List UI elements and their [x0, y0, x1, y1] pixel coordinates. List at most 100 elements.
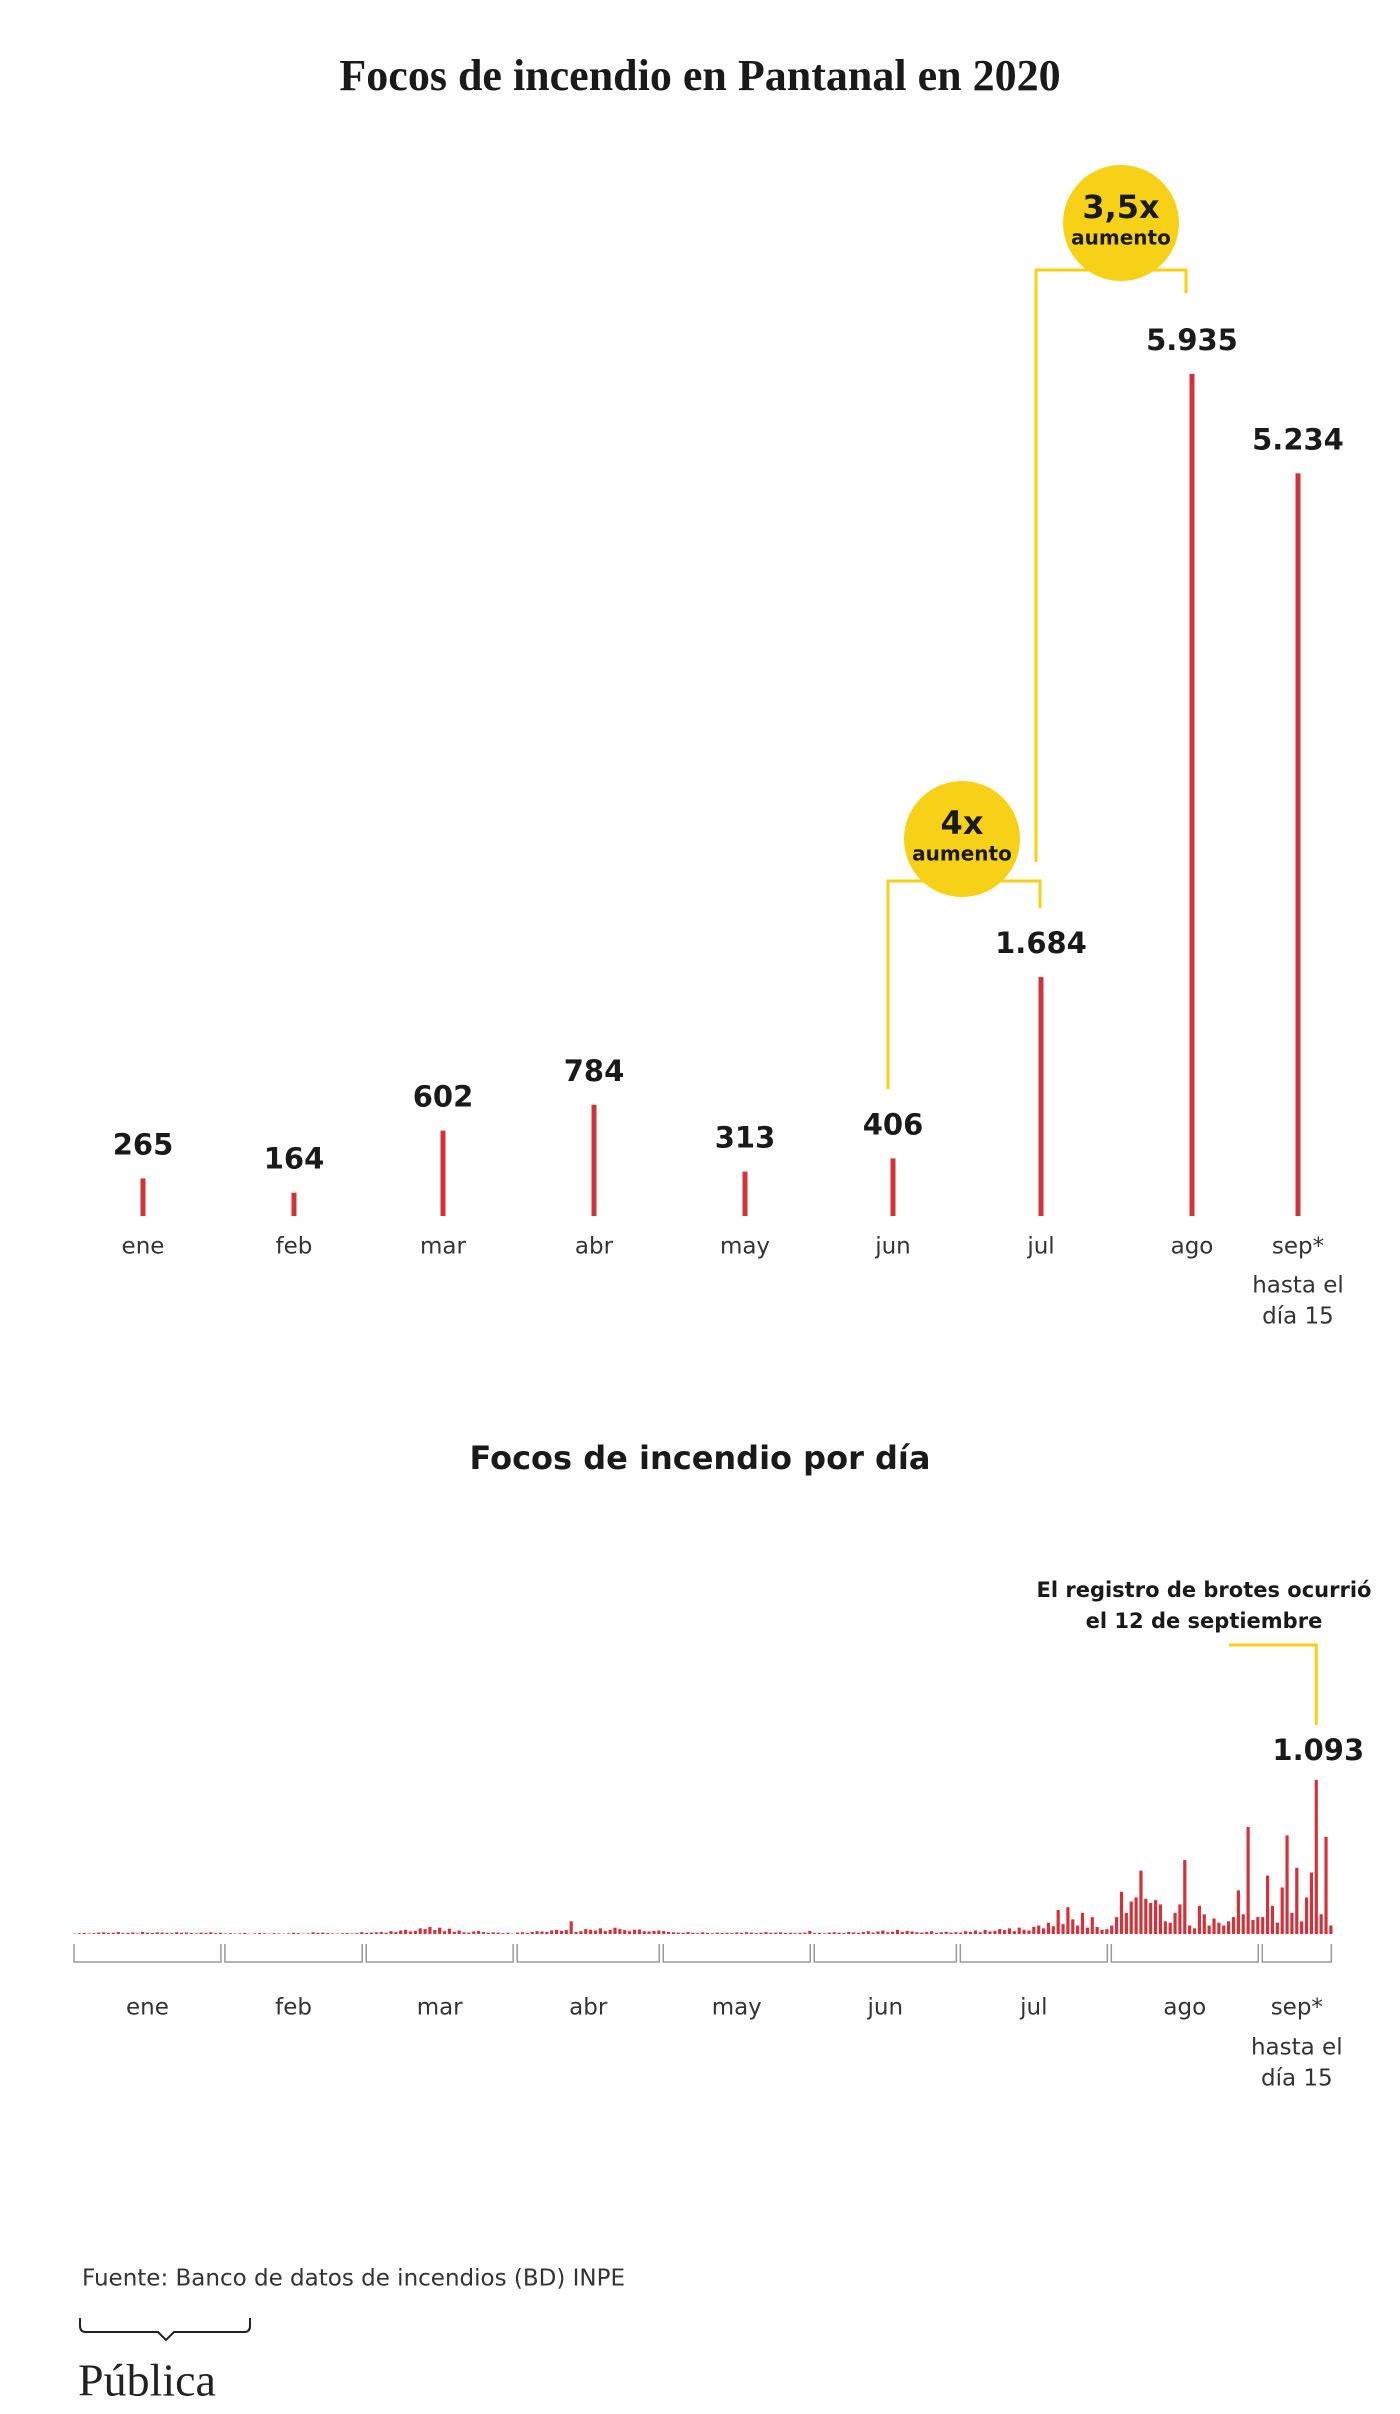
value-label: 406	[863, 1107, 924, 1141]
bar	[725, 1932, 729, 1934]
bar	[666, 1931, 671, 1934]
bar	[1275, 1922, 1279, 1934]
bar	[257, 1933, 262, 1934]
bar	[496, 1932, 500, 1934]
bar	[910, 1931, 914, 1934]
bar	[111, 1932, 115, 1934]
bar	[881, 1930, 885, 1934]
bar	[326, 1933, 330, 1934]
bar	[408, 1931, 413, 1934]
bar	[194, 1933, 198, 1934]
bar	[1046, 1922, 1051, 1934]
bar	[1309, 1872, 1314, 1934]
bar	[852, 1932, 856, 1934]
bar	[516, 1932, 520, 1934]
bar	[584, 1929, 588, 1934]
bar	[959, 1932, 963, 1934]
bar	[457, 1930, 461, 1934]
bar	[1246, 1826, 1250, 1934]
x-tick-label: jul	[1026, 1234, 1054, 1260]
bar	[1056, 1910, 1060, 1934]
bar	[141, 1931, 145, 1934]
month-bracket	[662, 1944, 811, 1963]
bar	[214, 1933, 218, 1934]
bar	[462, 1932, 466, 1934]
bar	[564, 1930, 568, 1934]
x-tick-label: abr	[569, 1995, 608, 2021]
bar	[1041, 1928, 1046, 1934]
bar	[92, 1933, 96, 1934]
bar	[506, 1932, 510, 1934]
bar	[691, 1932, 695, 1934]
bar	[345, 1933, 349, 1934]
bar	[1115, 1917, 1119, 1934]
bar	[1178, 1904, 1182, 1934]
annotation-circle	[904, 781, 1020, 897]
bar	[1066, 1907, 1070, 1934]
bar	[623, 1930, 627, 1934]
bar	[1095, 1926, 1099, 1934]
bar	[1017, 1927, 1021, 1934]
chart-title: Focos de incendio en Pantanal en 2020	[339, 51, 1060, 100]
bar	[287, 1933, 291, 1934]
bar	[150, 1933, 154, 1934]
bar	[1110, 1925, 1114, 1934]
value-label: 602	[413, 1080, 474, 1114]
bar	[890, 1931, 895, 1934]
bar	[886, 1932, 890, 1934]
bar	[637, 1929, 641, 1934]
bar	[340, 1933, 344, 1934]
bar	[657, 1930, 661, 1934]
bar	[593, 1930, 598, 1934]
bar	[82, 1932, 86, 1934]
value-label: 784	[564, 1054, 625, 1088]
bar	[686, 1932, 690, 1934]
bar	[1270, 1905, 1275, 1934]
bar	[978, 1932, 982, 1934]
bar	[808, 1930, 812, 1934]
bar	[628, 1931, 632, 1934]
bar	[742, 1171, 748, 1216]
bar	[856, 1932, 861, 1934]
bar	[535, 1931, 539, 1934]
bar	[788, 1932, 792, 1934]
bar	[374, 1932, 378, 1934]
bar	[749, 1932, 753, 1934]
bar	[291, 1932, 296, 1934]
bar	[403, 1929, 408, 1934]
bar	[189, 1933, 193, 1934]
bar	[1168, 1922, 1172, 1934]
bar	[579, 1931, 583, 1934]
bar	[399, 1930, 403, 1934]
bar	[1076, 1925, 1080, 1934]
bar	[1217, 1922, 1221, 1934]
bar	[983, 1929, 987, 1934]
bar	[1134, 1897, 1138, 1934]
bar	[1071, 1919, 1075, 1934]
bar	[754, 1933, 758, 1934]
source: Fuente: Banco de datos de incendios (BD)…	[82, 2266, 625, 2292]
bar	[613, 1927, 617, 1934]
bar	[369, 1932, 374, 1934]
bar	[1119, 1891, 1124, 1934]
bar	[1085, 1927, 1089, 1934]
bar	[574, 1931, 578, 1934]
bar	[988, 1931, 992, 1934]
month-bracket	[73, 1944, 222, 1963]
x-tick-label: feb	[276, 1234, 313, 1260]
value-label: 5.935	[1146, 323, 1238, 357]
bar	[905, 1930, 909, 1934]
bar	[1090, 1917, 1094, 1934]
bar	[438, 1927, 442, 1934]
bar	[929, 1931, 934, 1934]
bar	[545, 1932, 549, 1934]
bar	[1061, 1924, 1065, 1934]
bar	[1189, 373, 1195, 1216]
annotation-bracket	[886, 879, 1042, 1089]
bar	[618, 1929, 622, 1934]
note: hasta el	[1251, 2035, 1343, 2061]
bar	[155, 1932, 159, 1934]
bar	[1032, 1926, 1036, 1934]
bar	[1153, 1900, 1158, 1934]
